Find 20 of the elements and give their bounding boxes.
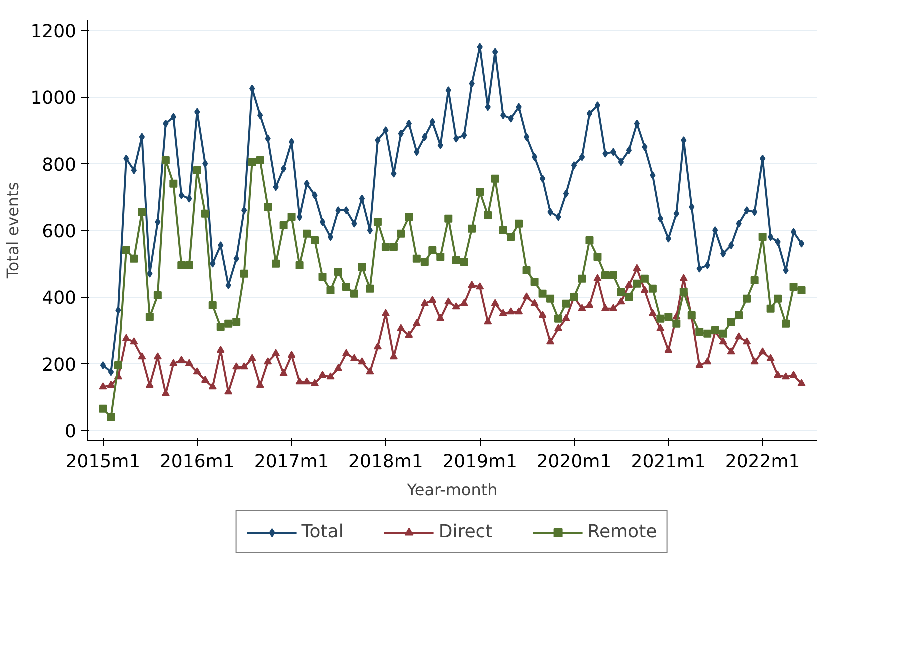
x-tick-label: 2021m1	[631, 452, 706, 472]
x-tick-label: 2022m1	[725, 452, 800, 472]
x-tick-label: 2016m1	[160, 452, 235, 472]
x-axis-title: Year-month	[406, 480, 498, 500]
x-tick-label: 2017m1	[254, 452, 330, 472]
legend-label: Remote	[588, 522, 658, 542]
y-tick-label: 600	[42, 222, 77, 242]
legend-label: Total	[302, 522, 344, 542]
y-tick-label: 1000	[30, 88, 77, 110]
y-tick-label: 200	[42, 354, 77, 376]
x-tick-label: 2015m1	[66, 452, 141, 472]
x-tick-label: 2019m1	[442, 452, 518, 472]
legend-label: Direct	[438, 522, 493, 542]
y-tick-label: 1200	[30, 22, 77, 42]
y-tick-label: 400	[42, 288, 77, 310]
y-axis-title: Total events	[4, 182, 23, 280]
y-tick-label: 0	[65, 422, 76, 442]
y-tick-label: 800	[42, 154, 77, 176]
x-tick-label: 2018m1	[348, 452, 424, 472]
x-tick-label: 2020m1	[536, 452, 612, 472]
